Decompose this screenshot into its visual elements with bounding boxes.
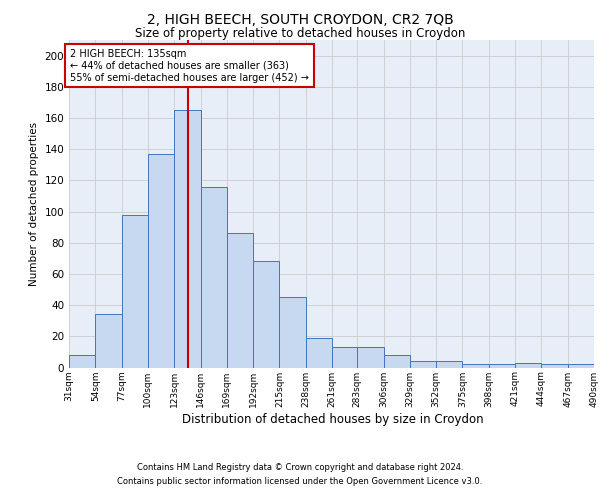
Text: Contains HM Land Registry data © Crown copyright and database right 2024.: Contains HM Land Registry data © Crown c…	[137, 464, 463, 472]
Text: Distribution of detached houses by size in Croydon: Distribution of detached houses by size …	[182, 412, 484, 426]
Bar	[436, 362, 463, 368]
Y-axis label: Number of detached properties: Number of detached properties	[29, 122, 39, 286]
Bar	[280, 298, 306, 368]
Bar	[69, 355, 95, 368]
Bar	[515, 363, 541, 368]
Bar	[306, 338, 332, 368]
Bar	[174, 110, 200, 368]
Text: 2, HIGH BEECH, SOUTH CROYDON, CR2 7QB: 2, HIGH BEECH, SOUTH CROYDON, CR2 7QB	[146, 12, 454, 26]
Text: Size of property relative to detached houses in Croydon: Size of property relative to detached ho…	[135, 28, 465, 40]
Bar	[200, 186, 227, 368]
Bar	[357, 347, 383, 368]
Bar	[227, 234, 253, 368]
Bar	[148, 154, 174, 368]
Bar	[122, 214, 148, 368]
Text: 2 HIGH BEECH: 135sqm
← 44% of detached houses are smaller (363)
55% of semi-deta: 2 HIGH BEECH: 135sqm ← 44% of detached h…	[70, 50, 309, 82]
Bar	[410, 362, 436, 368]
Bar	[489, 364, 515, 368]
Bar	[568, 364, 594, 368]
Bar	[95, 314, 122, 368]
Bar	[463, 364, 489, 368]
Bar	[541, 364, 568, 368]
Bar	[383, 355, 410, 368]
Text: Contains public sector information licensed under the Open Government Licence v3: Contains public sector information licen…	[118, 477, 482, 486]
Bar	[332, 347, 358, 368]
Bar	[253, 262, 280, 368]
